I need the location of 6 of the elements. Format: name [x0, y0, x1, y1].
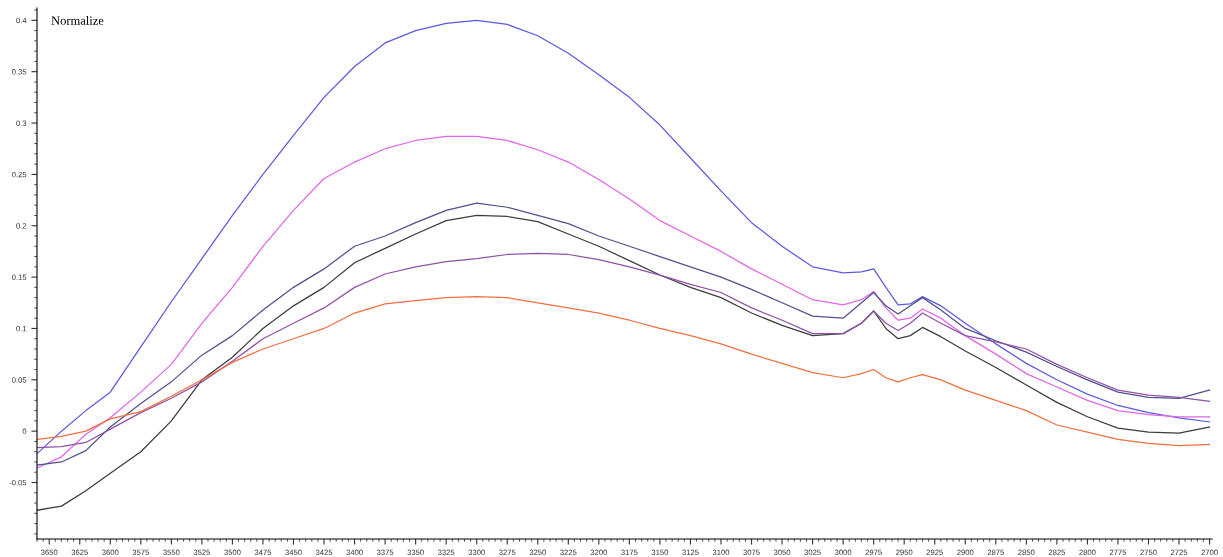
line-series — [37, 295, 1211, 447]
line-series — [37, 202, 1211, 466]
line-series — [37, 135, 1211, 469]
line-series — [37, 252, 1211, 449]
line-series — [37, 214, 1211, 511]
chart-title: Normalize — [51, 15, 104, 25]
